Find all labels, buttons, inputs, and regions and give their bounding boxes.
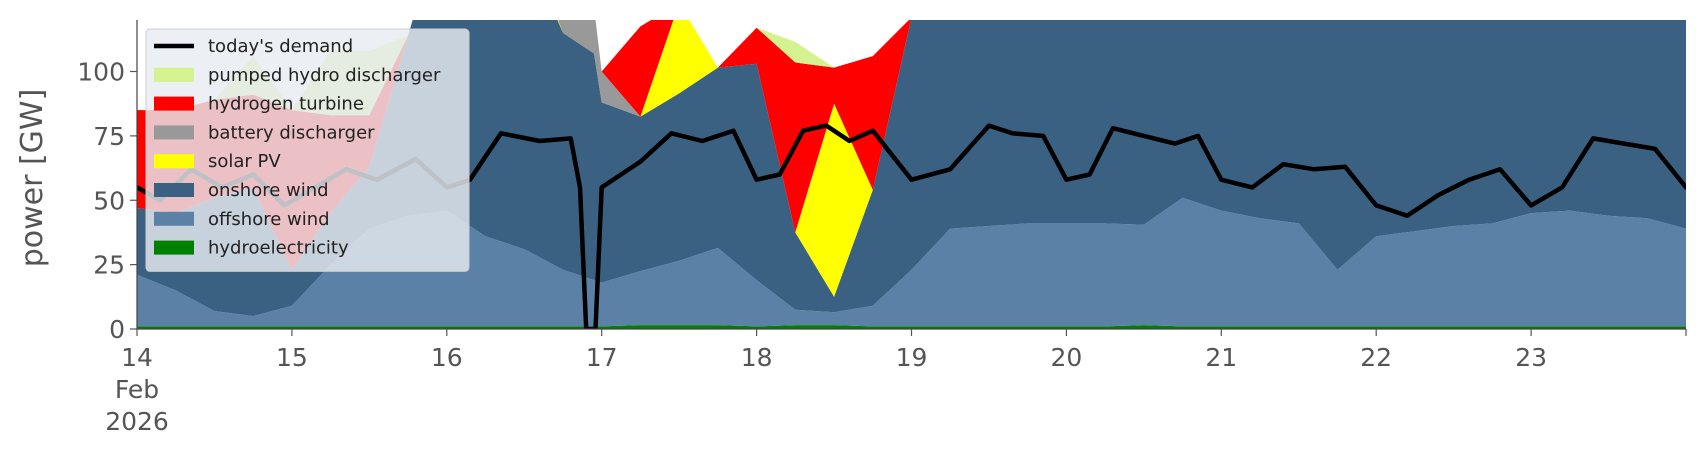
area-solar-pv (137, 20, 911, 297)
axes: 0 25 50 75 100 14 Feb 2026 15 16 17 18 19 20 21 22 23 (77, 20, 1687, 436)
legend-label-solar-pv: solar PV (208, 151, 281, 172)
legend-swatch-battery-discharger (154, 125, 194, 140)
x-tick-label: 18 (741, 343, 773, 372)
y-tick-label: 75 (93, 122, 125, 151)
x-tick-label: 19 (896, 343, 928, 372)
legend-label-today-s-demand: today's demand (208, 36, 353, 57)
legend-swatch-hydroelectricity (154, 240, 194, 255)
x-tick-label: 22 (1360, 343, 1392, 372)
legend-box (145, 28, 470, 272)
legend: today's demand pumped hydro discharger hyd… (145, 28, 470, 272)
legend-label-hydroelectricity: hydroelectricity (208, 238, 349, 259)
y-tick-label: 0 (109, 315, 125, 344)
x-tick-sublabel: Feb (115, 375, 159, 404)
legend-label-pumped-hydro-discharger: pumped hydro discharger (208, 65, 441, 86)
legend-swatch-solar-pv (154, 154, 194, 169)
legend-swatch-offshore-wind (154, 211, 194, 226)
x-tick-label: 17 (586, 343, 618, 372)
area-onshore-wind (137, 20, 1686, 317)
x-tick-sublabel: 2026 (105, 407, 169, 436)
x-tick-label: 15 (276, 343, 308, 372)
x-tick-label: 16 (431, 343, 463, 372)
legend-label-battery-discharger: battery discharger (208, 122, 375, 143)
y-tick-label: 50 (93, 186, 125, 215)
legend-label-hydrogen-turbine: hydrogen turbine (208, 94, 364, 115)
x-tick-label: 21 (1205, 343, 1237, 372)
legend-swatch-onshore-wind (154, 183, 194, 197)
y-tick-label: 100 (77, 58, 125, 87)
x-tick-label: 20 (1050, 343, 1082, 372)
x-tick-label: 14 (121, 343, 153, 372)
area-offshore-wind (137, 197, 1686, 327)
x-tick-label: 23 (1515, 343, 1547, 372)
legend-swatch-hydrogen-turbine (154, 96, 194, 111)
legend-swatch-pumped-hydro-discharger (154, 67, 194, 82)
legend-label-offshore-wind: offshore wind (208, 209, 330, 230)
y-axis-label: power [GW] (15, 89, 50, 268)
area-hydroelectricity (137, 325, 1686, 329)
y-tick-label: 25 (93, 251, 125, 280)
legend-label-onshore-wind: onshore wind (208, 180, 329, 201)
